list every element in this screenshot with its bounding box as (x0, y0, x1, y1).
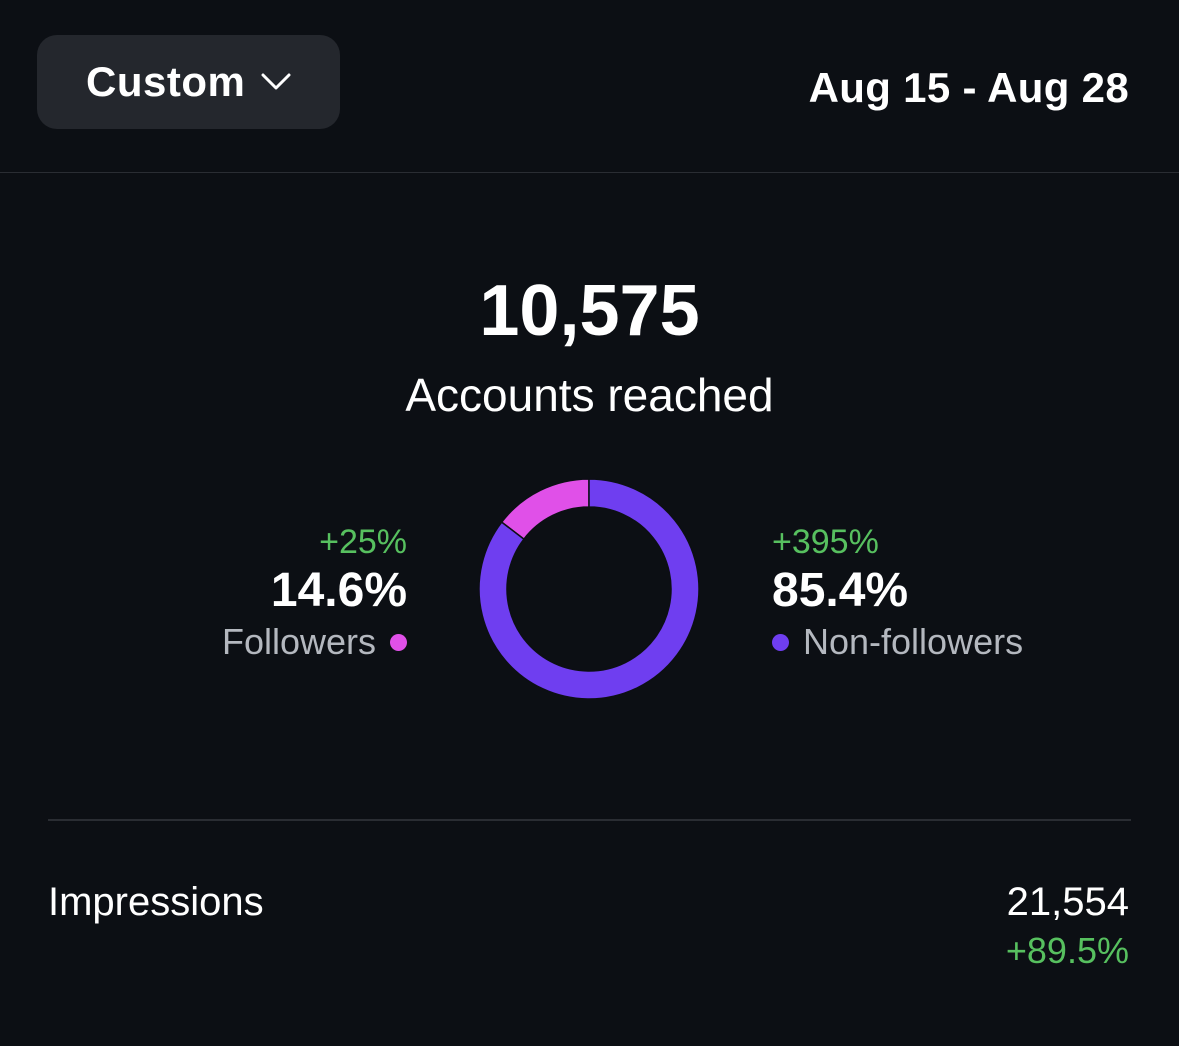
non-followers-legend-dot (772, 633, 789, 651)
non-followers-stat: +395% 85.4% Non-followers (772, 522, 1023, 664)
non-followers-legend-label: Non-followers (803, 621, 1024, 662)
impressions-delta: +89.5% (1005, 930, 1129, 971)
followers-percent: 14.6% (270, 564, 407, 617)
followers-legend: Followers (222, 620, 407, 664)
followers-stat: +25% 14.6% Followers (222, 522, 407, 664)
impressions-label[interactable]: Impressions (48, 880, 264, 924)
accounts-reached-caption: Accounts reached (405, 369, 774, 421)
header-divider (0, 172, 1179, 173)
donut-slice-followers (500, 478, 590, 541)
impressions-value: 21,554 (1006, 880, 1129, 924)
followers-legend-dot (390, 633, 407, 651)
reach-donut-chart (478, 478, 700, 700)
non-followers-delta: +395% (772, 523, 879, 561)
section-divider (48, 819, 1131, 821)
date-range-dropdown-label: Custom (86, 58, 246, 105)
followers-legend-label: Followers (221, 621, 376, 662)
date-range-dropdown[interactable]: Custom (37, 35, 340, 129)
non-followers-legend: Non-followers (772, 620, 1023, 664)
chevron-down-icon (261, 73, 291, 90)
non-followers-percent: 85.4% (772, 564, 909, 617)
date-range-text: Aug 15 - Aug 28 (808, 64, 1129, 111)
donut-slice-non-followers (478, 478, 700, 700)
followers-delta: +25% (319, 523, 407, 561)
accounts-reached-value: 10,575 (479, 271, 700, 351)
